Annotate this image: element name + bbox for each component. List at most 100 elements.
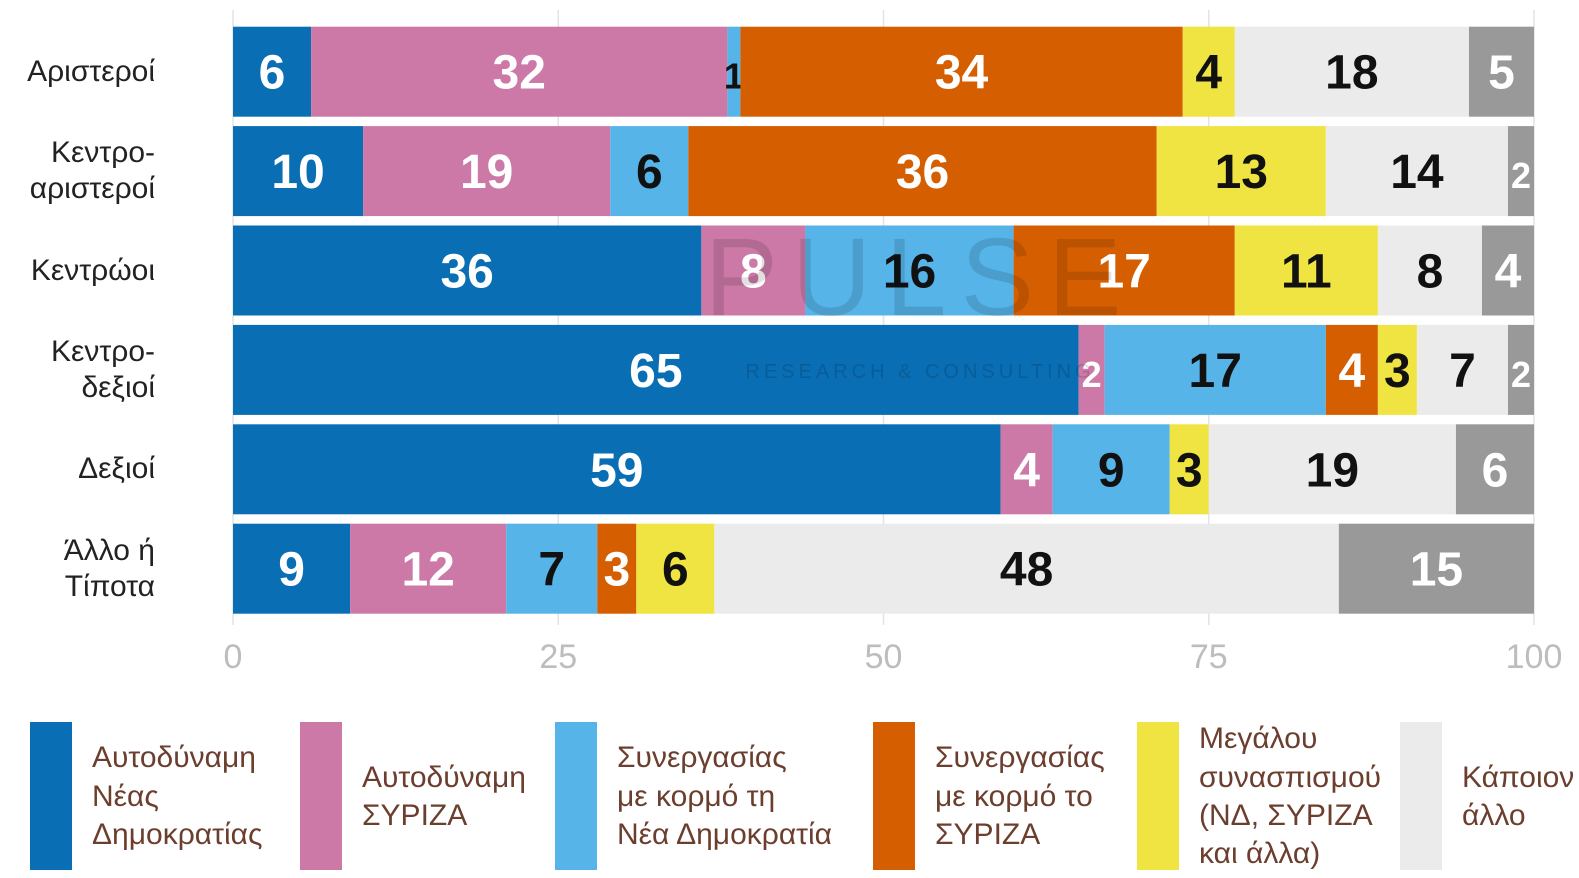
legend-label: Συνεργασίας με κορμό το ΣΥΡΙΖΑ bbox=[935, 741, 1105, 852]
value-label: 8 bbox=[1417, 246, 1444, 299]
category-label: Άλλο ή Τίποτα bbox=[63, 533, 155, 603]
value-label: 7 bbox=[1449, 345, 1476, 398]
value-label: 13 bbox=[1215, 146, 1268, 199]
value-label: 2 bbox=[1082, 354, 1102, 395]
value-label: 1 bbox=[724, 56, 744, 97]
bar-segment bbox=[610, 126, 689, 217]
bar-segment bbox=[1377, 225, 1482, 316]
legend-label: Αυτοδύναμη ΣΥΡΙΖΑ bbox=[362, 760, 526, 832]
category-label: Αριστεροί bbox=[27, 54, 155, 88]
value-label: 11 bbox=[1281, 246, 1332, 299]
bar-segment bbox=[1507, 324, 1534, 415]
bar-segment bbox=[1013, 225, 1235, 316]
bar-segment bbox=[597, 523, 637, 614]
bar-segment bbox=[1507, 126, 1534, 217]
bar-segment bbox=[1169, 424, 1209, 515]
value-label: 7 bbox=[538, 544, 565, 597]
value-label: 59 bbox=[590, 444, 643, 497]
value-label: 6 bbox=[636, 146, 663, 199]
value-label: 36 bbox=[896, 146, 949, 199]
bar-segment bbox=[311, 26, 728, 117]
value-label: 10 bbox=[271, 146, 324, 199]
x-tick-label: 100 bbox=[1506, 638, 1563, 676]
bar-segment bbox=[1377, 324, 1417, 415]
value-label: 32 bbox=[493, 47, 546, 100]
legend-swatch bbox=[300, 722, 342, 870]
bar-segment bbox=[233, 225, 702, 316]
bar-segment bbox=[233, 26, 312, 117]
value-label: 4 bbox=[1495, 246, 1522, 299]
bar-segment bbox=[727, 26, 741, 117]
watermark: PULSE bbox=[705, 216, 1136, 339]
value-label: 36 bbox=[440, 246, 493, 299]
category-label: Κεντρο- δεξιοί bbox=[51, 334, 155, 404]
bar-segment bbox=[1234, 225, 1378, 316]
value-label: 15 bbox=[1410, 544, 1463, 597]
value-label: 4 bbox=[1195, 47, 1222, 100]
bar-segment bbox=[636, 523, 715, 614]
value-label: 17 bbox=[1189, 345, 1242, 398]
bar-segment bbox=[740, 26, 1183, 117]
value-label: 3 bbox=[1176, 444, 1203, 497]
value-label: 6 bbox=[662, 544, 689, 597]
bar-segment bbox=[688, 126, 1157, 217]
value-label: 4 bbox=[1339, 345, 1366, 398]
x-tick-label: 0 bbox=[224, 638, 243, 676]
legend-swatch bbox=[1137, 722, 1179, 870]
bar-segment bbox=[714, 523, 1339, 614]
bar-segment bbox=[363, 126, 611, 217]
value-label: 17 bbox=[1097, 246, 1150, 299]
value-label: 65 bbox=[629, 345, 682, 398]
bar-segment bbox=[233, 126, 364, 217]
category-label: Κεντρώοι bbox=[30, 253, 155, 287]
value-label: 19 bbox=[1306, 444, 1359, 497]
value-label: 2 bbox=[1511, 354, 1531, 395]
bar-segment bbox=[233, 523, 351, 614]
bar-segment bbox=[1234, 26, 1469, 117]
watermark: RESEARCH & CONSULTING bbox=[745, 361, 1094, 383]
bar-segment bbox=[1078, 324, 1105, 415]
x-tick-label: 25 bbox=[539, 638, 577, 676]
value-label: 3 bbox=[1384, 345, 1411, 398]
value-label: 16 bbox=[883, 246, 936, 299]
value-label: 48 bbox=[1000, 544, 1053, 597]
legend-label: Μεγάλου συνασπισμού (ΝΔ, ΣΥΡΙΖΑ και άλλα… bbox=[1199, 722, 1382, 871]
category-label: Δεξιοί bbox=[78, 452, 155, 486]
value-label: 4 bbox=[1013, 444, 1040, 497]
bar-segment bbox=[350, 523, 507, 614]
legend-swatch bbox=[555, 722, 597, 870]
value-label: 9 bbox=[1098, 444, 1125, 497]
legend-label: Αυτοδύναμη Νέας Δημοκρατίας bbox=[92, 741, 263, 852]
bar-segment bbox=[1481, 225, 1534, 316]
bar-segment bbox=[1182, 26, 1235, 117]
bar-segment bbox=[1000, 424, 1053, 515]
value-label: 9 bbox=[278, 544, 305, 597]
bar-segment bbox=[1208, 424, 1456, 515]
value-label: 34 bbox=[935, 47, 989, 100]
bar-segment bbox=[1455, 424, 1534, 515]
bar-segment bbox=[1468, 26, 1534, 117]
value-label: 6 bbox=[259, 47, 286, 100]
value-label: 14 bbox=[1390, 146, 1444, 199]
bar-segment bbox=[1104, 324, 1326, 415]
bar-segment bbox=[1416, 324, 1508, 415]
legend-label: Κάποιον άλλο bbox=[1462, 760, 1575, 832]
value-label: 18 bbox=[1325, 47, 1378, 100]
bar-segment bbox=[1156, 126, 1326, 217]
value-label: 6 bbox=[1482, 444, 1509, 497]
bar-segment bbox=[233, 324, 1079, 415]
bar-segment bbox=[506, 523, 598, 614]
x-tick-label: 75 bbox=[1190, 638, 1228, 676]
legend-swatch bbox=[873, 722, 915, 870]
bar-segment bbox=[1052, 424, 1170, 515]
bar-segment bbox=[233, 424, 1001, 515]
category-label: Κεντρο- αριστεροί bbox=[29, 136, 155, 206]
bar-segment bbox=[1325, 126, 1508, 217]
bar-segment bbox=[805, 225, 1014, 316]
legend-label: Συνεργασίας με κορμό τη Νέα Δημοκρατία bbox=[617, 741, 833, 852]
legend-swatch bbox=[1400, 722, 1442, 870]
value-label: 19 bbox=[460, 146, 513, 199]
bar-segment bbox=[701, 225, 806, 316]
